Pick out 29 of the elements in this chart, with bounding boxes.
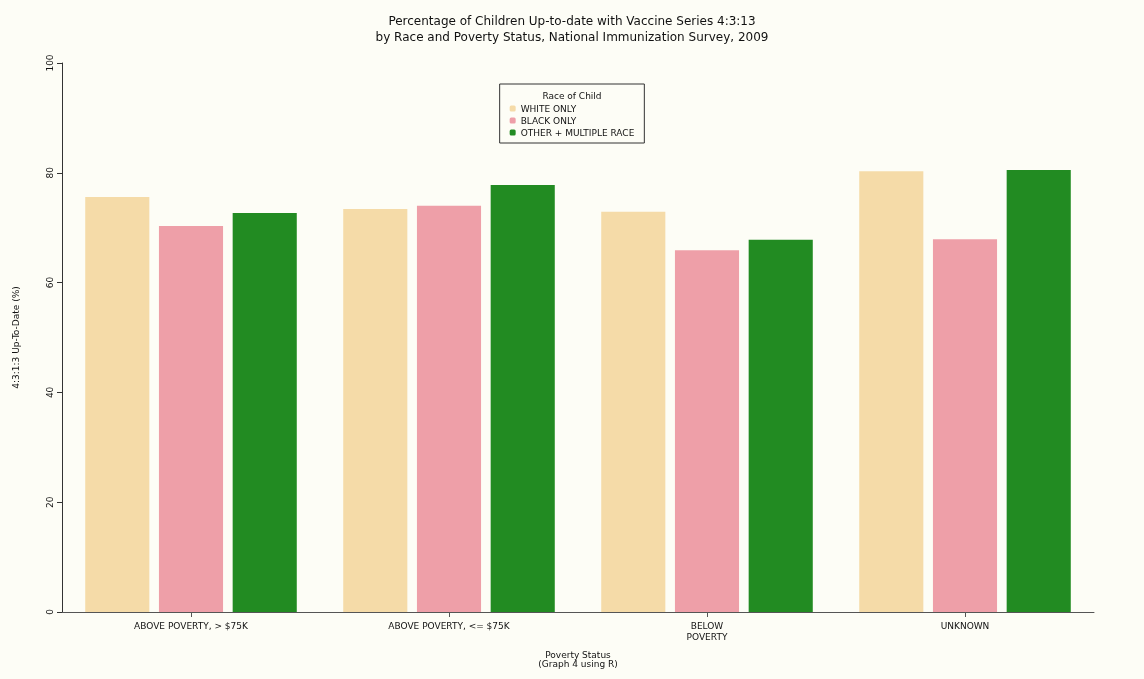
bar	[416, 205, 482, 612]
bar	[932, 239, 998, 612]
x-tick-label: ABOVE POVERTY, <= $75K	[388, 620, 511, 631]
chart-title: Percentage of Children Up-to-date with Vaccine Series 4:3:13 by Race and Poverty Status, National Immunization Survey, 2009	[375, 14, 769, 44]
y-tick-label: 0	[44, 608, 55, 615]
y-axis-title: 4:3:1:3 Up-To-Date (%)	[10, 286, 21, 389]
bar	[343, 209, 408, 612]
y-tick-label: 60	[44, 276, 55, 289]
bar	[601, 211, 666, 612]
y-tick-label: 80	[44, 166, 55, 179]
bar	[859, 171, 924, 612]
x-tick-label: ABOVE POVERTY, > $75K	[134, 620, 249, 631]
bar	[674, 250, 740, 612]
legend-label: OTHER + MULTIPLE RACE	[520, 127, 635, 138]
x-axis-title: Poverty Status (Graph 4 using R)	[538, 649, 618, 669]
legend-label: WHITE ONLY	[520, 103, 577, 114]
y-tick-label: 20	[44, 496, 55, 508]
bar	[748, 239, 813, 612]
legend-label: BLACK ONLY	[520, 115, 577, 126]
legend-title: Race of Child	[542, 90, 602, 101]
x-tick-label: BELOW POVERTY	[686, 620, 728, 642]
y-tick-label: 40	[44, 386, 55, 399]
bar	[85, 196, 150, 612]
bar	[232, 212, 297, 612]
bar	[1006, 170, 1071, 612]
bar	[490, 184, 555, 612]
bar	[158, 226, 224, 612]
x-tick-label: UNKNOWN	[940, 620, 990, 631]
y-tick-label: 100	[44, 54, 55, 72]
